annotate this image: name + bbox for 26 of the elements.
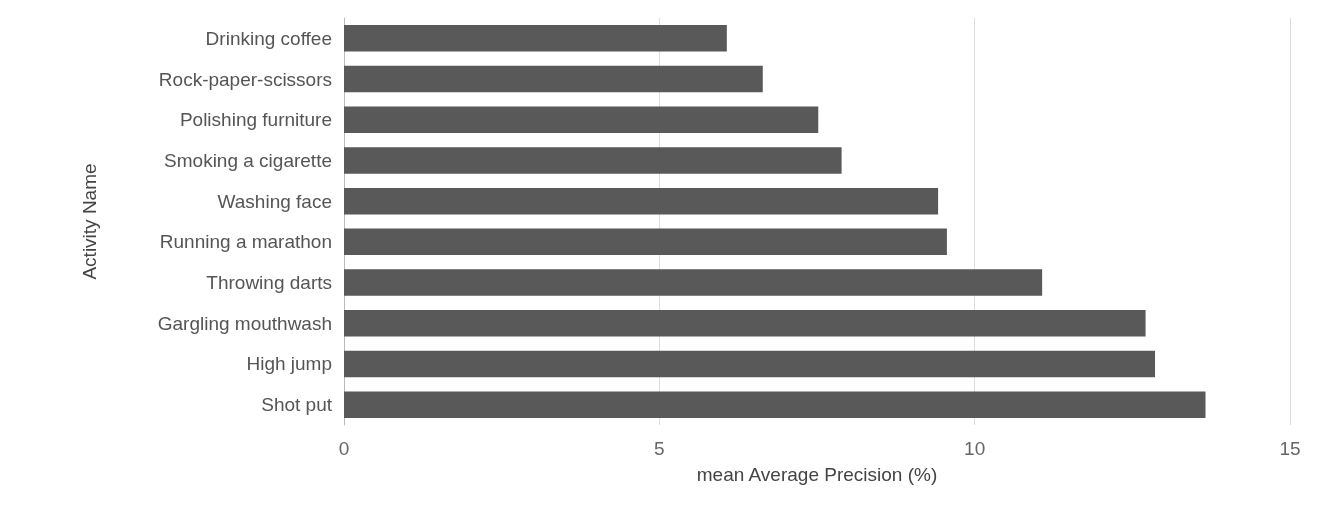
bar [344,391,1206,418]
y-tick-label: Running a marathon [159,231,332,253]
bar [344,147,842,174]
y-tick-label: High jump [246,353,332,375]
x-tick-label: 10 [964,438,986,459]
x-tick-label: 5 [654,438,665,459]
bar [344,187,939,215]
bar [344,350,1156,378]
bar [344,106,819,133]
bar [344,310,1146,337]
y-tick-label: Throwing darts [206,272,332,294]
y-axis-title: Activity Name [79,163,100,280]
y-tick-label: Smoking a cigarette [164,149,332,171]
bar [344,65,763,93]
x-axis-title: mean Average Precision (%) [696,464,938,485]
x-tick-label: 15 [1279,438,1301,459]
x-tick-label: 0 [338,438,350,459]
y-tick-label: Shot put [261,394,333,416]
y-tick-label: Drinking coffee [205,27,332,49]
y-tick-label: Rock-paper-scissors [158,68,332,90]
y-tick-label: Washing face [217,190,332,212]
bar [344,25,727,52]
bar [344,228,947,256]
y-tick-label: Gargling mouthwash [157,312,332,334]
y-tick-label: Polishing furniture [179,109,332,131]
bar [344,269,1043,296]
